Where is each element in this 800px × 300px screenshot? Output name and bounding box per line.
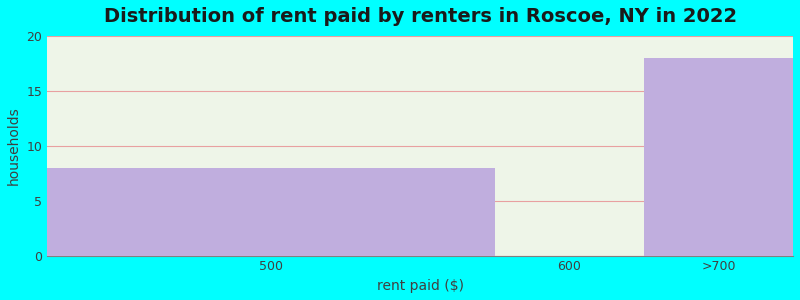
X-axis label: rent paid ($): rent paid ($) (377, 279, 464, 293)
Bar (47, 168, 494, 256)
Title: Distribution of rent paid by renters in Roscoe, NY in 2022: Distribution of rent paid by renters in … (103, 7, 737, 26)
Bar (644, 58, 793, 256)
Y-axis label: households: households (7, 106, 21, 185)
